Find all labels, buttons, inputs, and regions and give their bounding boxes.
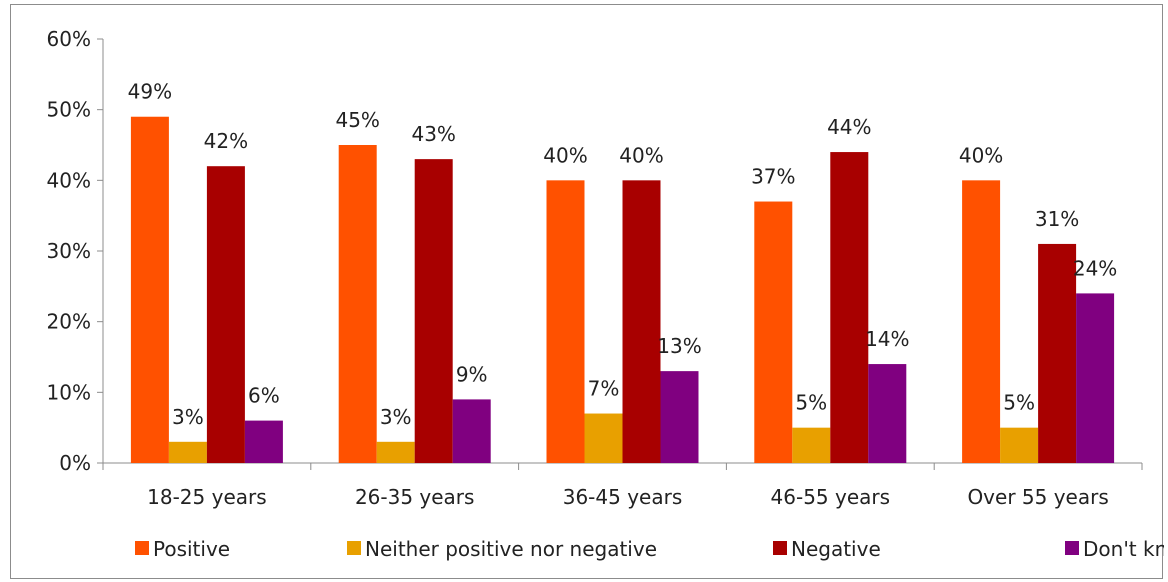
data-label: 13% bbox=[657, 334, 701, 358]
bar bbox=[546, 180, 585, 464]
data-label: 6% bbox=[248, 384, 280, 408]
legend-swatch bbox=[773, 541, 787, 555]
bar bbox=[962, 180, 1001, 464]
y-tick-label: 50% bbox=[47, 98, 91, 122]
bar bbox=[206, 166, 245, 463]
category-label: 18-25 years bbox=[147, 485, 267, 509]
bar bbox=[868, 364, 907, 463]
bar bbox=[660, 371, 699, 463]
legend-label: Positive bbox=[153, 537, 230, 561]
data-label: 7% bbox=[588, 377, 620, 401]
bar bbox=[244, 420, 283, 463]
category-label: 26-35 years bbox=[355, 485, 475, 509]
data-label: 5% bbox=[795, 391, 827, 415]
data-label: 45% bbox=[335, 108, 379, 132]
data-label: 49% bbox=[128, 80, 172, 104]
category-label: Over 55 years bbox=[967, 485, 1108, 509]
data-label: 5% bbox=[1003, 391, 1035, 415]
y-tick-label: 10% bbox=[47, 380, 91, 404]
category-label: 36-45 years bbox=[563, 485, 683, 509]
legend-label: Don't know bbox=[1083, 537, 1164, 561]
y-tick-label: 0% bbox=[59, 451, 91, 475]
bar bbox=[130, 116, 169, 463]
data-label: 43% bbox=[411, 122, 455, 146]
chart-frame: 0% 10% 20% 30% 40% 50% 60% 18-25 years 26-35 yea… bbox=[10, 4, 1164, 579]
legend-label: Negative bbox=[791, 537, 881, 561]
data-label: 3% bbox=[380, 405, 412, 429]
bar-chart: 0% 10% 20% 30% 40% 50% 60% 18-25 years 26-35 yea… bbox=[47, 27, 1164, 561]
data-label: 24% bbox=[1073, 256, 1117, 280]
bar bbox=[376, 441, 415, 463]
y-tick-label: 20% bbox=[47, 310, 91, 334]
data-label: 14% bbox=[865, 327, 909, 351]
data-label: 40% bbox=[543, 143, 587, 167]
data-label: 9% bbox=[456, 362, 488, 386]
bar bbox=[1038, 243, 1077, 463]
bar bbox=[1000, 427, 1039, 463]
legend-label: Neither positive nor negative bbox=[365, 537, 657, 561]
bar bbox=[622, 180, 661, 464]
bar bbox=[792, 427, 831, 463]
data-label: 40% bbox=[619, 143, 663, 167]
data-label: 31% bbox=[1035, 207, 1079, 231]
bar bbox=[830, 152, 869, 464]
data-label: 37% bbox=[751, 165, 795, 189]
legend-swatch bbox=[135, 541, 149, 555]
legend-swatch bbox=[1065, 541, 1079, 555]
y-tick-label: 60% bbox=[47, 27, 91, 51]
data-label: 42% bbox=[204, 129, 248, 153]
bar bbox=[338, 145, 377, 463]
category-label: 46-55 years bbox=[771, 485, 891, 509]
bar bbox=[414, 159, 453, 463]
data-label: 3% bbox=[172, 405, 204, 429]
data-label: 44% bbox=[827, 115, 871, 139]
bar bbox=[168, 441, 207, 463]
bar bbox=[1076, 293, 1115, 463]
y-tick-label: 40% bbox=[47, 168, 91, 192]
data-label: 40% bbox=[959, 143, 1003, 167]
bar bbox=[584, 413, 623, 463]
y-tick-label: 30% bbox=[47, 239, 91, 263]
bar bbox=[754, 201, 793, 464]
legend-swatch bbox=[347, 541, 361, 555]
bar bbox=[452, 399, 491, 463]
